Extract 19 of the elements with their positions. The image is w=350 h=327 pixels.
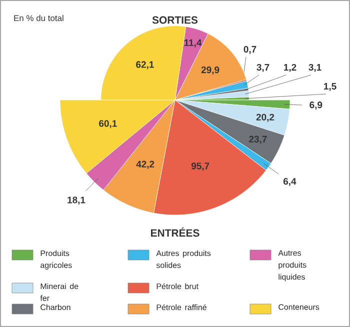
- data-label: 95,7: [191, 162, 210, 171]
- data-label: 42,2: [136, 160, 154, 169]
- chart-title: SORTIES: [152, 16, 198, 24]
- data-label: 3,1: [308, 64, 322, 72]
- data-label: 11,4: [184, 39, 202, 48]
- data-label: 1,5: [324, 83, 336, 91]
- data-label: 20,2: [256, 114, 274, 122]
- text: ENTRÉES: [151, 227, 200, 237]
- data-label: 1,2: [284, 64, 296, 72]
- data-label: 18,1: [68, 196, 86, 205]
- data-label: 6,9: [310, 102, 322, 110]
- data-label: 3,7: [256, 64, 270, 72]
- text: En % du total: [14, 14, 64, 22]
- data-label: 60,1: [99, 120, 117, 128]
- data-label: 62,1: [136, 61, 154, 70]
- data-label: 0,7: [244, 46, 256, 54]
- data-label: 6,4: [283, 178, 296, 186]
- data-label: 23,7: [249, 136, 267, 144]
- data-label: 29,9: [201, 66, 220, 75]
